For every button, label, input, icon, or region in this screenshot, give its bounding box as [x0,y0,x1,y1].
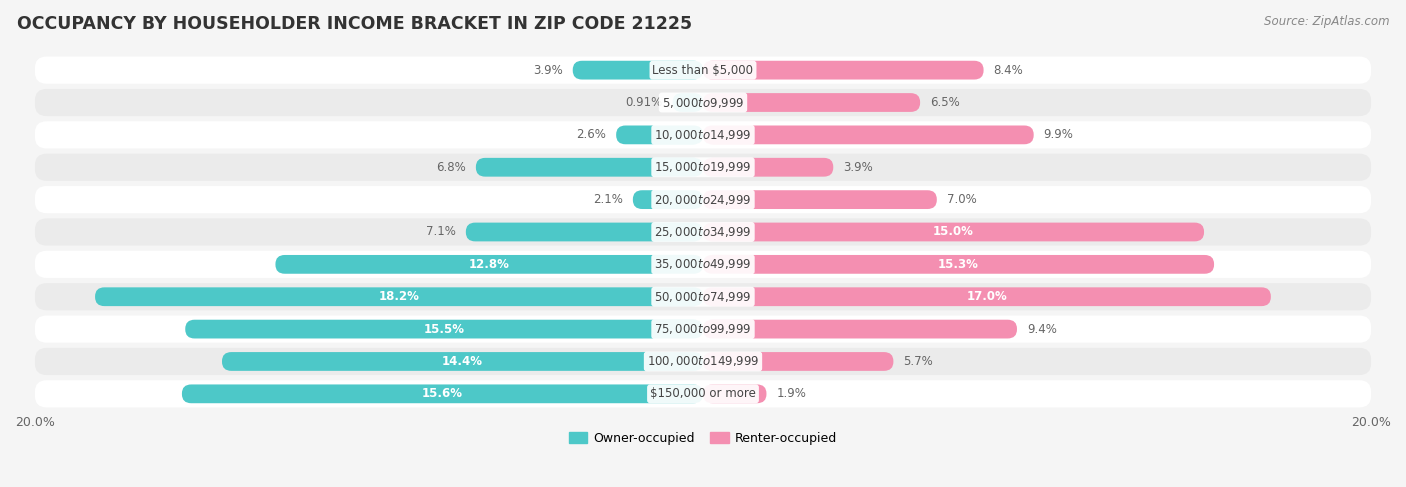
FancyBboxPatch shape [703,384,766,403]
Text: 18.2%: 18.2% [378,290,419,303]
FancyBboxPatch shape [703,287,1271,306]
FancyBboxPatch shape [35,251,1371,278]
FancyBboxPatch shape [35,380,1371,408]
FancyBboxPatch shape [475,158,703,177]
Text: $25,000 to $34,999: $25,000 to $34,999 [654,225,752,239]
Text: 15.5%: 15.5% [423,322,464,336]
FancyBboxPatch shape [186,319,703,338]
Text: $150,000 or more: $150,000 or more [650,387,756,400]
FancyBboxPatch shape [35,56,1371,84]
FancyBboxPatch shape [703,319,1017,338]
FancyBboxPatch shape [703,255,1213,274]
Text: 17.0%: 17.0% [966,290,1007,303]
Text: $15,000 to $19,999: $15,000 to $19,999 [654,160,752,174]
Text: $50,000 to $74,999: $50,000 to $74,999 [654,290,752,304]
Text: 0.91%: 0.91% [626,96,662,109]
FancyBboxPatch shape [703,126,1033,144]
Text: OCCUPANCY BY HOUSEHOLDER INCOME BRACKET IN ZIP CODE 21225: OCCUPANCY BY HOUSEHOLDER INCOME BRACKET … [17,15,692,33]
FancyBboxPatch shape [276,255,703,274]
FancyBboxPatch shape [35,283,1371,310]
Text: 5.7%: 5.7% [904,355,934,368]
FancyBboxPatch shape [572,61,703,79]
FancyBboxPatch shape [703,223,1204,242]
FancyBboxPatch shape [35,316,1371,343]
Text: Source: ZipAtlas.com: Source: ZipAtlas.com [1264,15,1389,28]
FancyBboxPatch shape [465,223,703,242]
FancyBboxPatch shape [222,352,703,371]
Text: $75,000 to $99,999: $75,000 to $99,999 [654,322,752,336]
FancyBboxPatch shape [672,93,703,112]
Text: $20,000 to $24,999: $20,000 to $24,999 [654,193,752,206]
FancyBboxPatch shape [181,384,703,403]
FancyBboxPatch shape [35,348,1371,375]
Text: 9.9%: 9.9% [1043,129,1074,141]
FancyBboxPatch shape [96,287,703,306]
Text: $100,000 to $149,999: $100,000 to $149,999 [647,355,759,369]
FancyBboxPatch shape [35,89,1371,116]
Text: 3.9%: 3.9% [533,64,562,76]
Text: 12.8%: 12.8% [468,258,509,271]
Text: $5,000 to $9,999: $5,000 to $9,999 [662,95,744,110]
FancyBboxPatch shape [703,61,984,79]
Text: 6.5%: 6.5% [931,96,960,109]
Text: 2.6%: 2.6% [576,129,606,141]
FancyBboxPatch shape [35,154,1371,181]
Text: 2.1%: 2.1% [593,193,623,206]
Text: 1.9%: 1.9% [776,387,807,400]
FancyBboxPatch shape [703,352,893,371]
FancyBboxPatch shape [616,126,703,144]
Text: 8.4%: 8.4% [994,64,1024,76]
Text: 15.3%: 15.3% [938,258,979,271]
Legend: Owner-occupied, Renter-occupied: Owner-occupied, Renter-occupied [564,427,842,450]
FancyBboxPatch shape [703,158,834,177]
Text: $10,000 to $14,999: $10,000 to $14,999 [654,128,752,142]
FancyBboxPatch shape [703,190,936,209]
FancyBboxPatch shape [35,121,1371,149]
Text: 6.8%: 6.8% [436,161,465,174]
Text: 9.4%: 9.4% [1026,322,1057,336]
Text: 7.1%: 7.1% [426,225,456,239]
Text: 7.0%: 7.0% [946,193,977,206]
FancyBboxPatch shape [703,93,920,112]
Text: 3.9%: 3.9% [844,161,873,174]
FancyBboxPatch shape [35,186,1371,213]
FancyBboxPatch shape [633,190,703,209]
Text: 15.6%: 15.6% [422,387,463,400]
Text: 15.0%: 15.0% [934,225,974,239]
Text: 14.4%: 14.4% [441,355,484,368]
Text: $35,000 to $49,999: $35,000 to $49,999 [654,257,752,271]
FancyBboxPatch shape [35,218,1371,245]
Text: Less than $5,000: Less than $5,000 [652,64,754,76]
